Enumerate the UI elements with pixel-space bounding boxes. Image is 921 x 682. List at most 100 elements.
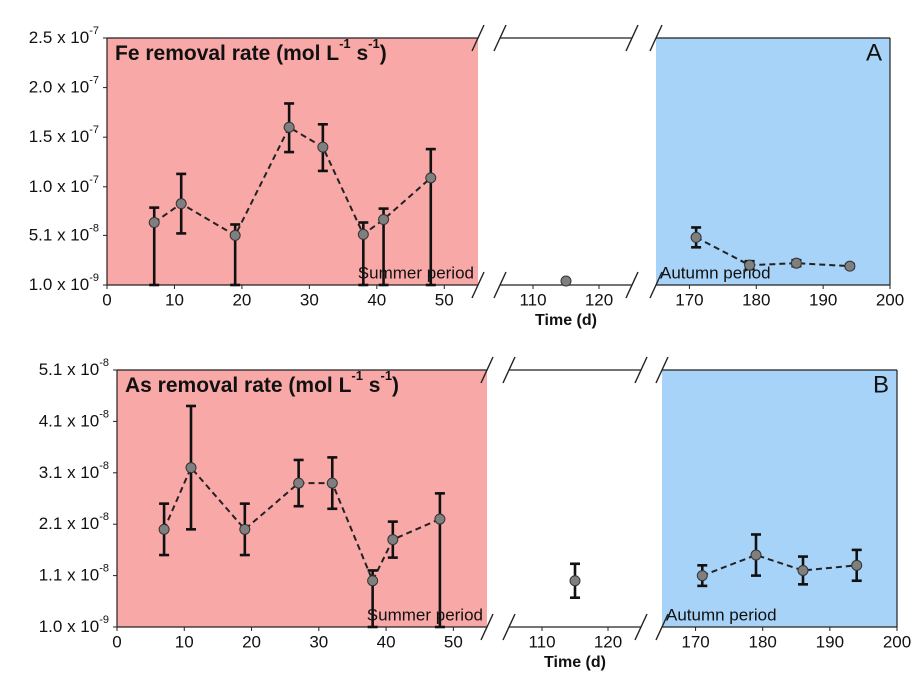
period-label: Autumn period — [666, 605, 777, 624]
axis-break — [655, 613, 669, 641]
x-tick-label: 180 — [749, 632, 777, 651]
data-point — [434, 513, 446, 525]
period-background — [107, 38, 478, 285]
period-background — [656, 38, 890, 285]
axis-break — [625, 24, 639, 52]
y-tick-label: 1.0 x 10-9 — [39, 614, 109, 637]
data-point — [175, 198, 187, 210]
y-tick-label-exponent: -8 — [99, 511, 109, 523]
data-point — [425, 172, 437, 184]
x-axis-label: Time (d) — [544, 654, 606, 671]
y-tick-label-text: 2.1 x 10 — [39, 515, 100, 534]
axis-break — [493, 24, 507, 52]
y-tick-label: 2.0 x 10-7 — [29, 75, 99, 98]
y-tick-label-exponent: -8 — [99, 460, 109, 472]
data-point — [229, 229, 241, 241]
y-tick-label-exponent: -9 — [89, 272, 99, 284]
period-background — [662, 370, 897, 627]
y-tick-label-exponent: -8 — [99, 563, 109, 575]
data-point — [750, 549, 762, 561]
axis-break — [502, 613, 516, 641]
y-tick-label-text: 1.0 x 10 — [29, 275, 90, 294]
x-tick-label: 0 — [102, 290, 111, 309]
x-tick-label: 190 — [816, 632, 844, 651]
y-tick-label: 1.1 x 10-8 — [39, 563, 109, 586]
data-point — [569, 575, 581, 587]
x-tick-label: 10 — [175, 632, 194, 651]
y-tick-label-exponent: -7 — [89, 174, 99, 186]
title-superscript: -1 — [368, 36, 380, 51]
title-text: s — [351, 42, 369, 65]
data-point — [148, 217, 160, 229]
y-tick-label-exponent: -8 — [99, 408, 109, 420]
period-background — [117, 370, 487, 627]
x-tick-label: 30 — [309, 632, 328, 651]
y-tick-label: 4.1 x 10-8 — [39, 408, 109, 431]
panel-label: B — [873, 371, 889, 398]
y-tick-label: 3.1 x 10-8 — [39, 460, 109, 483]
y-tick-label-text: 1.5 x 10 — [29, 128, 90, 147]
title-text: ) — [380, 42, 387, 65]
x-tick-label: 200 — [876, 290, 904, 309]
data-point — [326, 477, 338, 489]
data-point — [317, 141, 329, 153]
y-tick-label: 5.1 x 10-8 — [39, 357, 109, 380]
y-tick-label: 1.0 x 10-7 — [29, 174, 99, 197]
y-tick-label: 1.5 x 10-7 — [29, 124, 99, 147]
y-tick-label-text: 1.1 x 10 — [39, 566, 100, 585]
title-superscript: -1 — [351, 368, 363, 383]
y-tick-label: 2.1 x 10-8 — [39, 511, 109, 534]
y-tick-label-exponent: -8 — [99, 357, 109, 369]
axis-break — [655, 356, 669, 384]
y-tick-label: 1.0 x 10-9 — [29, 272, 99, 295]
y-tick-label-exponent: -7 — [89, 25, 99, 37]
data-point — [790, 257, 802, 269]
y-tick-label-text: 4.1 x 10 — [39, 412, 100, 431]
data-point — [293, 477, 305, 489]
trend-line — [163, 465, 441, 584]
title-text: Fe removal rate (mol L — [115, 42, 339, 65]
y-tick-label-text: 2.0 x 10 — [29, 78, 90, 97]
panel-title: As removal rate (mol L-1 s-1) — [125, 368, 399, 396]
data-point — [560, 275, 572, 287]
x-tick-label: 120 — [585, 290, 613, 309]
data-point — [744, 259, 756, 271]
axis-break — [471, 24, 485, 52]
data-point — [797, 564, 809, 576]
y-tick-label-text: 3.1 x 10 — [39, 463, 100, 482]
data-point — [378, 214, 390, 226]
period-label: Summer period — [358, 263, 474, 282]
period-label: Autumn period — [660, 263, 771, 282]
axis-break — [649, 24, 663, 52]
y-tick-label-text: 2.5 x 10 — [29, 28, 90, 47]
data-point — [283, 121, 295, 133]
axis-break — [471, 271, 485, 299]
x-tick-label: 40 — [367, 290, 386, 309]
x-tick-label: 180 — [742, 290, 770, 309]
error-bar — [425, 147, 436, 287]
title-text: As removal rate (mol L — [125, 374, 352, 397]
y-tick-label-text: 1.0 x 10 — [29, 177, 90, 196]
data-point — [239, 523, 251, 535]
x-tick-label: 120 — [594, 632, 622, 651]
axis-break — [625, 271, 639, 299]
axis-break — [493, 271, 507, 299]
x-tick-label: 50 — [444, 632, 463, 651]
data-point — [158, 523, 170, 535]
x-tick-label: 170 — [681, 632, 709, 651]
y-tick-label-exponent: -9 — [99, 614, 109, 626]
data-point — [357, 228, 369, 240]
data-point — [844, 260, 856, 272]
x-tick-label: 20 — [242, 632, 261, 651]
y-tick-label-exponent: -7 — [89, 124, 99, 136]
y-tick-label: 5.1 x 10-8 — [29, 222, 99, 245]
axis-break — [649, 271, 663, 299]
trend-line — [701, 553, 857, 577]
data-point — [185, 462, 197, 474]
data-point — [696, 570, 708, 582]
title-text: s — [363, 374, 381, 397]
panel-title: Fe removal rate (mol L-1 s-1) — [115, 36, 387, 64]
y-tick-label-text: 1.0 x 10 — [39, 617, 100, 636]
y-tick-label-text: 5.1 x 10 — [39, 360, 100, 379]
period-label: Summer period — [367, 605, 483, 624]
